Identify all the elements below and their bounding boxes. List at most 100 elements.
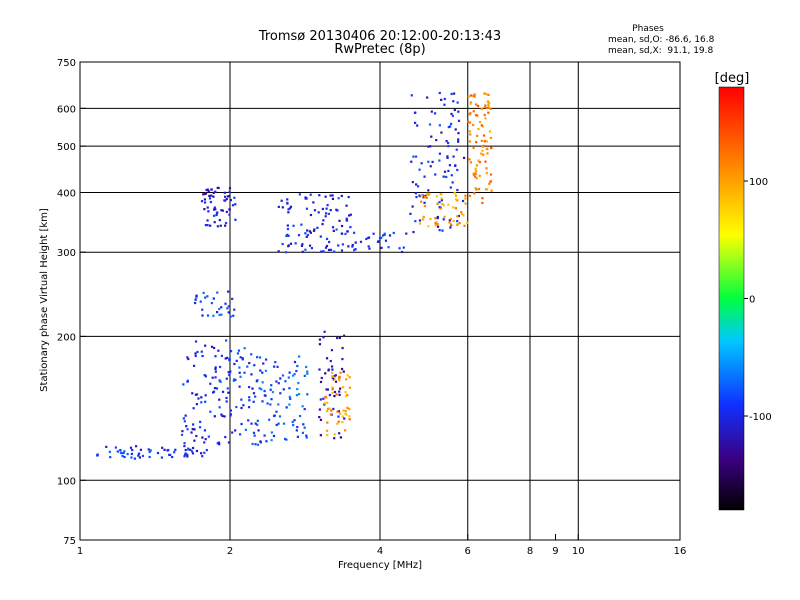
data-point — [183, 442, 186, 445]
data-point — [306, 370, 309, 373]
data-point — [255, 380, 258, 383]
data-point — [412, 155, 415, 158]
data-point — [452, 206, 455, 209]
data-point — [277, 205, 280, 208]
data-point — [223, 199, 226, 202]
colorbar-gradient — [718, 86, 745, 511]
data-point — [304, 232, 307, 235]
data-point — [214, 370, 217, 373]
data-point — [206, 188, 209, 191]
data-point — [337, 415, 340, 418]
data-point — [345, 413, 348, 416]
data-point — [243, 371, 246, 374]
data-point — [204, 375, 207, 378]
data-point — [215, 387, 219, 390]
data-point — [348, 418, 351, 421]
data-point — [415, 183, 418, 186]
data-point — [489, 173, 493, 176]
y-tick-label: 100 — [57, 476, 76, 487]
data-point — [225, 377, 228, 380]
data-point — [231, 297, 234, 300]
data-point — [275, 423, 278, 427]
data-point — [303, 374, 306, 377]
data-point — [174, 448, 177, 451]
data-point — [293, 373, 296, 376]
data-point — [489, 107, 492, 110]
data-point — [436, 215, 439, 219]
data-point — [201, 314, 204, 317]
data-point — [457, 110, 460, 113]
data-point — [206, 206, 209, 209]
data-point — [254, 422, 257, 425]
data-point — [186, 455, 189, 458]
data-point — [229, 315, 232, 318]
data-point — [429, 145, 432, 148]
data-point — [472, 123, 475, 127]
data-point — [318, 416, 321, 419]
data-point — [288, 387, 291, 390]
data-point — [340, 249, 344, 252]
data-point — [265, 440, 268, 443]
data-point — [224, 357, 227, 360]
chart-title: Tromsø 20130406 20:12:00-20:13:43 — [258, 29, 501, 44]
data-point — [275, 410, 278, 413]
data-point — [460, 212, 464, 215]
data-point — [332, 229, 335, 232]
data-point — [130, 456, 133, 459]
data-point — [438, 124, 441, 127]
data-point — [282, 422, 286, 425]
data-point — [214, 367, 217, 371]
data-point — [328, 240, 331, 244]
data-point — [339, 387, 342, 390]
data-point — [234, 378, 237, 381]
data-point — [326, 421, 329, 424]
data-point — [220, 209, 223, 212]
data-point — [183, 444, 186, 448]
data-point — [426, 192, 429, 195]
data-point — [337, 377, 341, 380]
data-point — [215, 211, 218, 215]
data-point — [206, 314, 210, 317]
data-point — [218, 398, 221, 401]
data-point — [231, 431, 234, 434]
data-point — [411, 205, 414, 208]
data-point — [344, 391, 347, 394]
data-point — [475, 188, 478, 191]
data-point — [262, 362, 265, 365]
data-point — [212, 208, 216, 211]
data-point — [331, 388, 334, 391]
data-point — [420, 194, 423, 198]
data-point — [134, 445, 138, 448]
data-point — [286, 202, 289, 205]
data-point — [252, 431, 256, 434]
data-point — [418, 219, 422, 222]
data-point — [485, 171, 488, 175]
data-point — [450, 112, 453, 116]
data-point — [273, 414, 276, 417]
data-point — [206, 219, 209, 222]
data-point — [259, 440, 262, 443]
data-point — [250, 353, 253, 356]
data-point — [411, 180, 415, 184]
data-point — [324, 195, 327, 198]
data-point — [279, 392, 282, 395]
data-point — [305, 235, 308, 238]
data-point — [210, 188, 213, 191]
data-point — [472, 173, 475, 176]
data-point — [203, 208, 206, 211]
x-axis-title: Frequency [MHz] — [338, 560, 422, 571]
data-point — [468, 113, 471, 116]
data-point — [474, 175, 477, 178]
data-point — [248, 399, 251, 402]
data-point — [217, 186, 220, 190]
data-point — [274, 361, 277, 364]
data-point — [477, 159, 480, 162]
data-point — [434, 224, 437, 227]
data-point — [443, 215, 446, 218]
data-point — [300, 244, 304, 247]
data-point — [438, 200, 441, 204]
data-point — [228, 208, 231, 211]
data-point — [228, 187, 232, 190]
data-point — [475, 141, 478, 144]
data-point — [264, 369, 268, 372]
